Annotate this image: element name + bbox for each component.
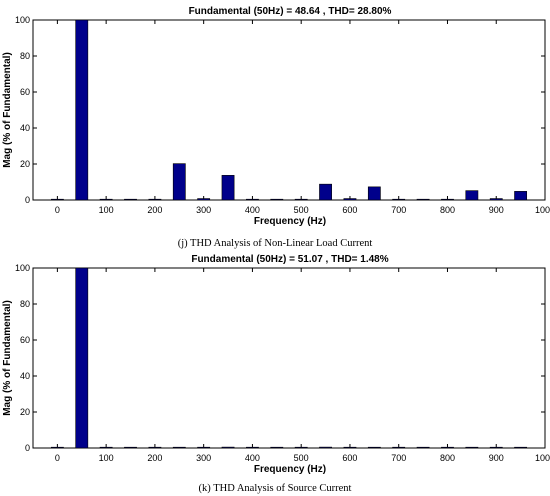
chart-k-bar-300hz [197,446,211,449]
chart-k-bar-400hz [246,446,259,449]
chart-k-x-axis-label: Frequency (Hz) [254,464,326,475]
chart-k-bar-0hz [50,446,64,449]
chart-k-bar-200hz [148,446,162,449]
chart-k-x-tick-label: 500 [294,453,309,463]
chart-j-y-tick-label: 40 [20,123,30,133]
chart-j-x-tick-label: 100 [99,205,114,215]
chart-k-x-tick-label: 400 [245,453,260,463]
chart-j-bar-400hz [246,198,259,201]
chart-k-bar-100hz [99,446,113,449]
chart-k: Fundamental (50Hz) = 51.07 , THD= 1.48% … [2,254,550,494]
chart-k-y-tick-label: 100 [15,263,30,273]
chart-j-bar-600hz [343,198,357,201]
chart-k-title: Fundamental (50Hz) = 51.07 , THD= 1.48% [191,254,388,265]
chart-j-y-tick-label: 60 [20,87,30,97]
chart-j-bar-200hz [148,198,162,201]
chart-j-x-tick-label: 600 [342,205,357,215]
chart-j-caption: (j) THD Analysis of Non-Linear Load Curr… [178,238,373,249]
chart-k-caption: (k) THD Analysis of Source Current [199,483,352,494]
chart-j-y-ticks: 0 20 40 60 80 100 [15,15,545,205]
chart-j-bars [50,19,528,201]
chart-k-bar-800hz [441,446,454,449]
chart-j-title: Fundamental (50Hz) = 48.64 , THD= 28.80% [189,6,392,17]
chart-k-plot-frame [32,267,546,449]
chart-k-bar-750hz [416,446,430,449]
chart-k-x-tick-label: 300 [196,453,211,463]
chart-k-bar-600hz [343,446,357,449]
chart-k-bar-900hz [489,446,503,449]
chart-j-bar-150hz [124,198,137,201]
chart-k-bar-650hz [367,446,381,449]
chart-j-y-axis-label: Mag (% of Fundamental) [2,52,13,168]
chart-k-bar-250hz [172,446,186,449]
chart-k-x-tick-label: 0 [55,453,60,463]
chart-j-bar-450hz [270,198,284,201]
chart-k-y-tick-label: 60 [20,335,30,345]
chart-k-y-tick-label: 0 [25,443,30,453]
chart-j-x-tick-label: 200 [147,205,162,215]
chart-k-y-tick-label: 20 [20,407,30,417]
chart-j-y-tick-label: 0 [25,195,30,205]
chart-k-bar-500hz [294,446,308,449]
chart-k-bar-950hz [514,446,528,449]
chart-j-x-tick-label: 300 [196,205,211,215]
chart-k-x-tick-label: 900 [489,453,504,463]
chart-k-x-tick-label: 700 [391,453,406,463]
chart-k-y-axis-label: Mag (% of Fundamental) [2,300,13,416]
chart-j-x-tick-label: 400 [245,205,260,215]
chart-k-y-ticks: 0 20 40 60 80 100 [15,263,545,453]
chart-j-x-tick-label: 800 [440,205,455,215]
chart-j-bar-300hz [197,198,211,201]
chart-k-bars [50,267,528,449]
chart-k-bar-450hz [270,446,284,449]
chart-j: Fundamental (50Hz) = 48.64 , THD= 28.80%… [2,6,550,249]
chart-k-y-tick-label: 40 [20,371,30,381]
chart-j-bar-850hz [465,190,479,201]
chart-j-bar-900hz [489,198,503,201]
chart-k-bar-850hz [465,446,479,449]
chart-j-bar-250hz [172,163,186,201]
chart-j-bar-350hz [221,175,235,201]
chart-j-bar-650hz [367,186,381,201]
chart-k-bar-550hz [319,446,332,449]
chart-j-bar-800hz [441,198,454,201]
chart-k-bar-350hz [221,446,235,449]
chart-k-y-tick-label: 80 [20,299,30,309]
chart-k-x-tick-label: 100 [99,453,114,463]
chart-j-y-tick-label: 20 [20,159,30,169]
chart-j-bar-550hz [319,183,332,201]
chart-j-y-tick-label: 100 [15,15,30,25]
chart-k-x-tick-label: 200 [147,453,162,463]
chart-j-x-tick-label: 900 [489,205,504,215]
chart-j-y-tick-label: 80 [20,51,30,61]
chart-k-bar-150hz [124,446,137,449]
chart-k-bar-50hz [75,267,89,449]
chart-j-x-tick-label: 500 [294,205,309,215]
chart-j-bar-750hz [416,198,430,201]
chart-j-x-axis-label: Frequency (Hz) [254,216,326,227]
chart-j-bar-950hz [514,191,528,201]
chart-j-bar-0hz [50,198,64,201]
chart-k-x-tick-label: 600 [342,453,357,463]
chart-j-bar-50hz [75,19,89,201]
chart-j-bar-100hz [99,198,113,201]
chart-j-x-tick-label: 700 [391,205,406,215]
chart-j-bar-500hz [294,198,308,201]
chart-j-plot-frame [32,19,546,201]
chart-j-x-tick-label: 0 [55,205,60,215]
chart-j-bar-700hz [392,198,406,201]
chart-k-bar-700hz [392,446,406,449]
chart-k-x-tick-label: 800 [440,453,455,463]
